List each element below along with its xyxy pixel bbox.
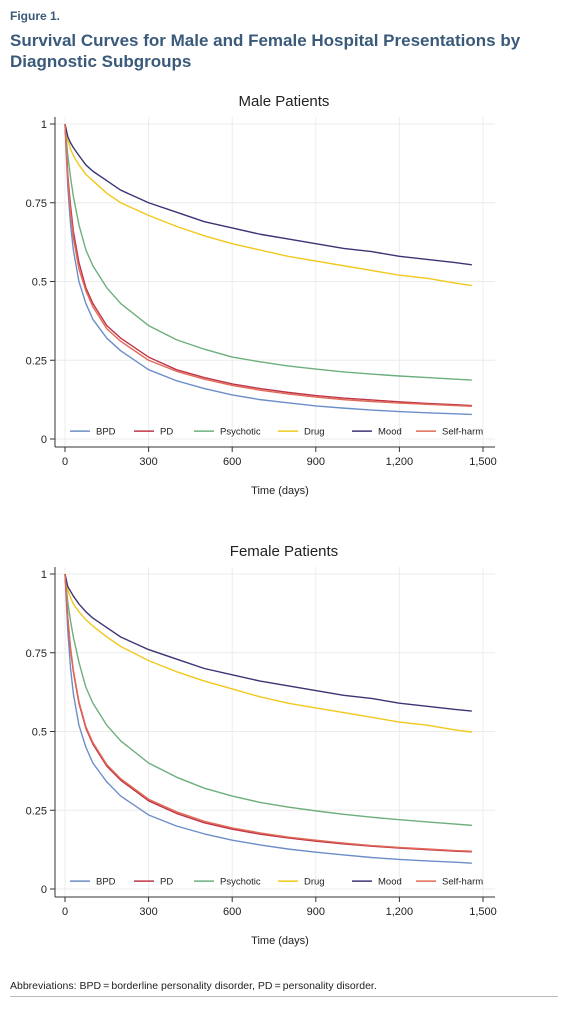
- series-line-self-harm: [64, 573, 472, 852]
- series-line-psychotic: [64, 573, 472, 827]
- male-survival-chart: Male Patients 0 0.25 0.5 0.75 1 0 300 600 900 1,20…: [26, 93, 497, 497]
- x-tick-label: 1,200: [386, 906, 414, 918]
- x-tick-label: 900: [307, 906, 325, 918]
- x-axis-title: Time (days): [251, 935, 309, 947]
- x-tick-label: 1,200: [386, 456, 414, 468]
- x-tick-label: 600: [223, 906, 241, 918]
- y-tick-label: 0.25: [26, 355, 47, 367]
- series-line-self-harm: [64, 123, 472, 407]
- x-tick-label: 300: [139, 456, 157, 468]
- series-line-drug: [64, 123, 472, 287]
- female-survival-chart: Female Patients 0 0.25 0.5 0.75 1 0 300 600 900 1,…: [26, 543, 497, 947]
- series-line-pd: [64, 123, 472, 407]
- legend-label-psychotic: Psychotic: [220, 877, 261, 888]
- legend-label-pd: PD: [160, 427, 173, 438]
- y-tick-label: 0: [41, 434, 47, 446]
- abbreviations-footnote: Abbreviations: BPD = borderline personal…: [10, 980, 377, 992]
- x-tick-label: 0: [62, 906, 68, 918]
- y-tick-label: 1: [41, 569, 47, 581]
- x-tick-label: 600: [223, 456, 241, 468]
- series-line-mood: [64, 573, 472, 712]
- series-line-mood: [64, 123, 472, 266]
- x-tick-label: 1,500: [469, 906, 497, 918]
- legend-label-mood: Mood: [378, 427, 402, 438]
- chart-title: Female Patients: [230, 543, 338, 560]
- x-tick-label: 300: [139, 906, 157, 918]
- footnote-divider: [10, 996, 558, 997]
- legend-label-psychotic: Psychotic: [220, 427, 261, 438]
- x-tick-label: 0: [62, 456, 68, 468]
- y-tick-label: 0.5: [32, 277, 47, 289]
- y-tick-label: 1: [41, 119, 47, 131]
- x-tick-label: 1,500: [469, 456, 497, 468]
- series-line-drug: [64, 573, 472, 733]
- x-tick-label: 900: [307, 456, 325, 468]
- figure-label: Figure 1.: [10, 9, 61, 23]
- y-tick-label: 0.5: [32, 727, 47, 739]
- y-tick-label: 0.75: [26, 198, 47, 210]
- y-tick-label: 0.75: [26, 648, 47, 660]
- legend-label-mood: Mood: [378, 877, 402, 888]
- y-tick-label: 0.25: [26, 805, 47, 817]
- chart-title: Male Patients: [239, 93, 330, 110]
- series-line-bpd: [64, 123, 472, 416]
- y-tick-label: 0: [41, 884, 47, 896]
- legend-label-drug: Drug: [304, 877, 325, 888]
- series-line-bpd: [64, 573, 472, 864]
- legend-label-self-harm: Self-harm: [442, 877, 483, 888]
- legend-label-bpd: BPD: [96, 427, 116, 438]
- legend-label-pd: PD: [160, 877, 173, 888]
- legend-label-self-harm: Self-harm: [442, 427, 483, 438]
- legend-label-drug: Drug: [304, 427, 325, 438]
- figure-title: Survival Curves for Male and Female Hosp…: [10, 31, 521, 71]
- series-line-psychotic: [64, 123, 472, 381]
- x-axis-title: Time (days): [251, 485, 309, 497]
- legend-label-bpd: BPD: [96, 877, 116, 888]
